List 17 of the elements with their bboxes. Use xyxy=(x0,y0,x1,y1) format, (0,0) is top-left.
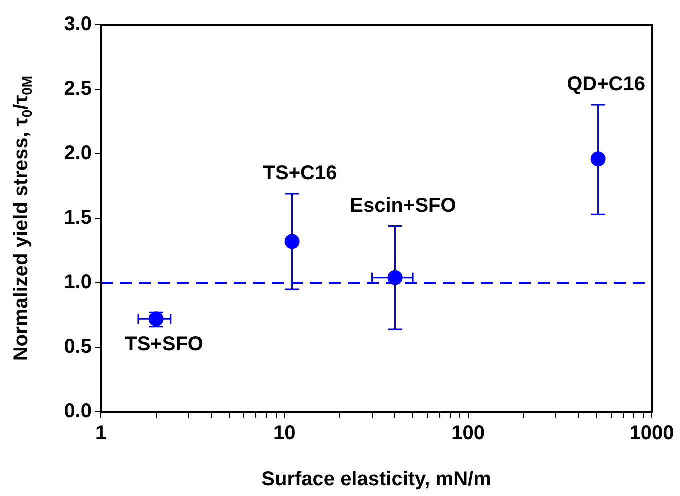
y-tick-label: 0.0 xyxy=(64,400,92,423)
y-tick-label: 0.5 xyxy=(64,336,92,358)
annotation: QD+C16 xyxy=(567,73,646,96)
x-tick-label: 10 xyxy=(274,422,296,445)
x-tick-label: 1000 xyxy=(630,422,674,445)
y-tick-label: 3.0 xyxy=(64,14,92,36)
annotation: TS+C16 xyxy=(263,162,338,185)
y-tick-label: 2.5 xyxy=(64,78,92,100)
x-tick-label: 100 xyxy=(452,422,486,445)
x-tick-label: 1 xyxy=(95,422,107,445)
annotation: Escin+SFO xyxy=(350,194,456,217)
x-axis-title: Surface elasticity, mN/m xyxy=(262,468,492,491)
annotation: TS+SFO xyxy=(125,333,204,356)
y-axis-title: Normalized yield stress, τ0/τ0M xyxy=(10,76,35,362)
y-tick-label: 1.5 xyxy=(64,207,92,230)
y-tick-label: 2.0 xyxy=(64,142,92,165)
y-tick-label: 1.0 xyxy=(64,272,92,294)
